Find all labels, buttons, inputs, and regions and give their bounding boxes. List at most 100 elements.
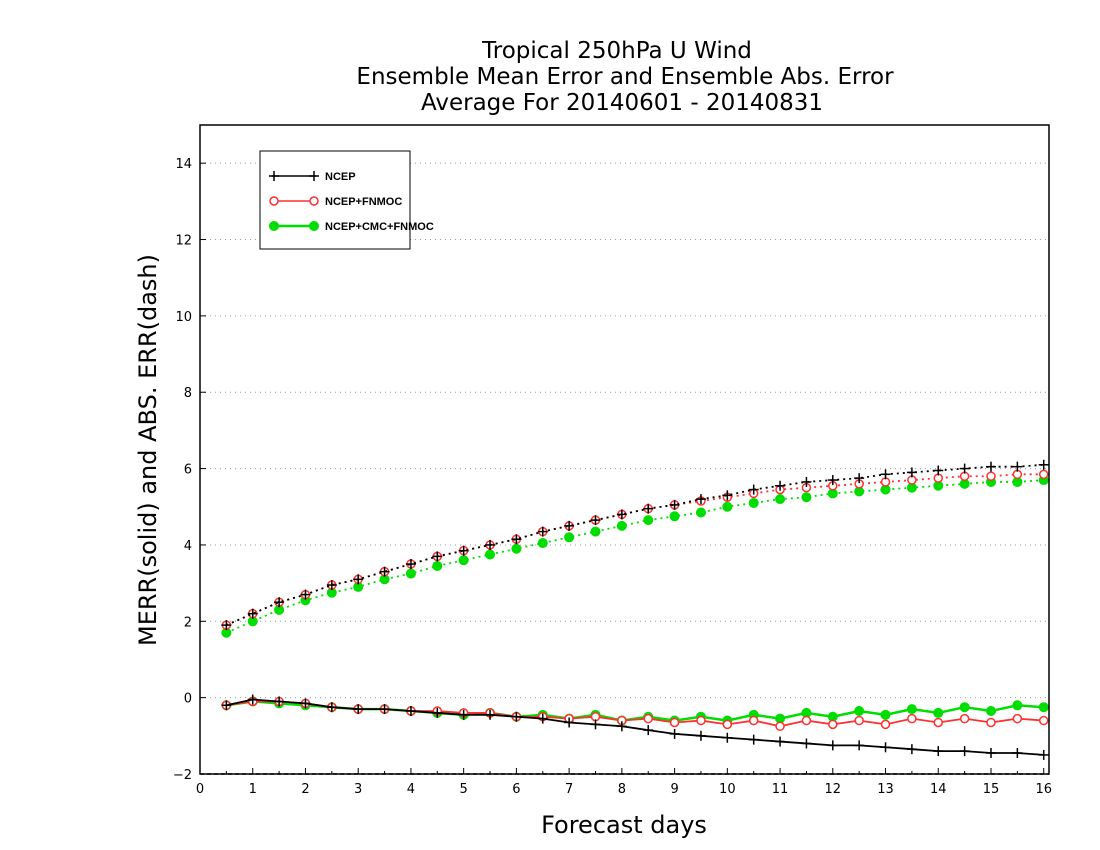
- abs-error-point: [722, 501, 733, 512]
- mean-error-point: [590, 719, 601, 730]
- abs-error-point: [537, 526, 548, 537]
- series-ncep: [221, 459, 1049, 760]
- x-tick-label: 4: [407, 782, 415, 797]
- mean-error-point: [326, 702, 337, 713]
- mean-error-point: [906, 744, 917, 755]
- chart-title-line-2: Ensemble Mean Error and Ensemble Abs. Er…: [356, 64, 894, 90]
- mean-error-point: [696, 715, 706, 726]
- abs-error-line-ncep: [226, 463, 1044, 626]
- mean-error-point: [300, 698, 311, 709]
- x-tick-label: 9: [670, 782, 678, 797]
- mean-error-point: [1012, 700, 1023, 711]
- legend-item-ncep: NCEP: [269, 171, 356, 183]
- mean-error-line-ncep-fnmoc: [226, 700, 1044, 728]
- abs-error-point: [564, 532, 575, 543]
- x-tick-label: 3: [354, 782, 362, 797]
- abs-error-line-ncep-fnmoc: [226, 473, 1044, 626]
- mean-error-point: [1012, 748, 1023, 759]
- legend-label: NCEP+CMC+FNMOC: [325, 221, 434, 233]
- x-tick-label: 10: [719, 782, 736, 797]
- abs-error-point: [1038, 459, 1049, 470]
- abs-error-point: [748, 484, 759, 495]
- mean-error-point: [564, 717, 575, 728]
- abs-error-point: [326, 580, 337, 591]
- mean-error-point: [933, 707, 944, 718]
- x-tick-label: 7: [565, 782, 573, 797]
- mean-error-point: [669, 717, 680, 728]
- mean-error-point: [880, 709, 891, 720]
- series-ncep-cmc-fnmoc: [221, 475, 1049, 726]
- mean-error-point: [933, 717, 944, 728]
- y-tick-label: 2: [184, 615, 192, 630]
- legend-box: [259, 150, 411, 250]
- abs-error-point: [1012, 461, 1023, 472]
- mean-error-point: [828, 719, 838, 730]
- mean-error-point: [643, 725, 654, 736]
- chart-title-line-1: Tropical 250hPa U Wind: [481, 38, 752, 64]
- abs-error-point: [933, 465, 944, 476]
- mean-error-point: [854, 715, 864, 726]
- abs-error-point: [511, 534, 522, 545]
- abs-error-point: [695, 507, 706, 518]
- y-tick-label: 14: [175, 157, 192, 172]
- mean-error-point: [906, 704, 917, 715]
- abs-error-point: [564, 520, 575, 531]
- x-tick-label: 16: [1035, 782, 1052, 797]
- x-tick-label: 6: [512, 782, 520, 797]
- legend: NCEP NCEP+FNMOC NCEP+CMC+FNMOC: [259, 150, 434, 250]
- mean-error-point: [485, 709, 496, 720]
- y-tick-label: 8: [184, 386, 192, 401]
- abs-error-point: [986, 471, 996, 481]
- abs-error-point: [537, 538, 548, 549]
- mean-error-point: [854, 706, 865, 717]
- mean-error-point: [775, 736, 786, 747]
- abs-error-point: [880, 469, 891, 480]
- abs-error-point: [959, 463, 970, 474]
- mean-error-point: [511, 711, 522, 722]
- mean-error-point: [854, 740, 865, 751]
- mean-error-point: [959, 746, 970, 757]
- mean-error-point: [247, 694, 258, 705]
- legend-marker: [309, 221, 319, 231]
- abs-error-point: [221, 620, 232, 631]
- abs-error-point: [906, 467, 917, 478]
- x-tick-label: 14: [930, 782, 947, 797]
- mean-error-point: [986, 717, 996, 728]
- mean-error-point: [669, 728, 680, 739]
- abs-error-point: [643, 515, 654, 526]
- mean-error-point: [775, 721, 785, 732]
- y-tick-label: 0: [184, 692, 192, 707]
- legend-label: NCEP: [325, 171, 356, 183]
- mean-error-point: [985, 706, 996, 717]
- x-tick-label: 2: [301, 782, 309, 797]
- x-tick-label: 5: [460, 782, 468, 797]
- legend-label: NCEP+FNMOC: [325, 196, 402, 208]
- abs-error-point: [353, 574, 364, 585]
- legend-marker: [269, 171, 279, 181]
- abs-error-point: [722, 490, 733, 501]
- abs-error-point: [511, 543, 522, 554]
- plot-frame: [199, 124, 1050, 775]
- abs-error-point: [827, 475, 838, 486]
- abs-error-point: [643, 503, 654, 514]
- legend-item-ncep-cmc-fnmoc: NCEP+CMC+FNMOC: [269, 221, 434, 233]
- mean-error-point: [880, 719, 891, 730]
- mean-error-point: [722, 732, 733, 743]
- chart-title-line-3: Average For 20140601 - 20140831: [421, 90, 823, 116]
- mean-error-point: [985, 748, 996, 759]
- mean-error-point: [1012, 713, 1023, 724]
- abs-error-point: [300, 589, 311, 600]
- mean-error-point: [1038, 749, 1049, 760]
- mean-error-point: [1038, 702, 1049, 713]
- mean-error-point: [353, 704, 364, 715]
- mean-error-point: [959, 713, 970, 724]
- y-tick-label: 6: [184, 463, 192, 478]
- chart-title: Tropical 250hPa U Wind Ensemble Mean Err…: [356, 38, 894, 116]
- mean-error-point: [827, 740, 838, 751]
- abs-error-point: [748, 497, 759, 508]
- abs-error-line-ncep-cmc-fnmoc: [226, 479, 1044, 634]
- abs-error-point: [854, 473, 865, 484]
- abs-error-point: [247, 608, 258, 619]
- abs-error-point: [432, 560, 443, 571]
